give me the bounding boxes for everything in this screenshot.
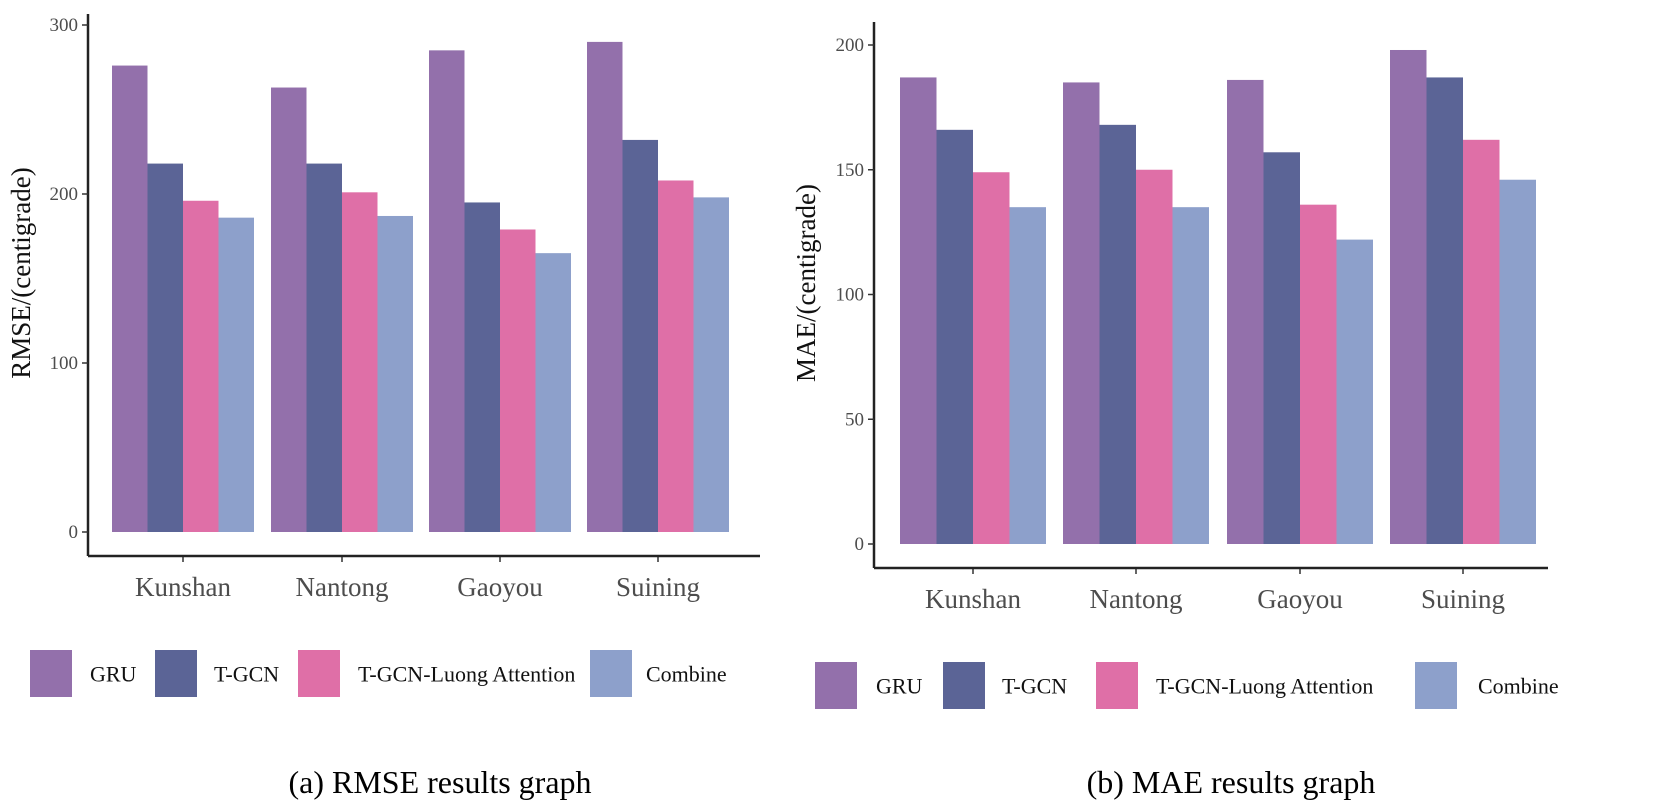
y-axis-title: RMSE/(centigrade) <box>6 167 36 378</box>
x-tick-label-kunshan: Kunshan <box>925 584 1021 614</box>
y-tick-label-300: 300 <box>50 15 79 36</box>
x-tick-label-nantong: Nantong <box>296 572 389 602</box>
x-tick-label-suining: Suining <box>1421 584 1505 614</box>
y-tick-label-0: 0 <box>69 522 79 543</box>
legend-swatch-t-gcn <box>155 650 197 697</box>
bar-nantong-combine <box>377 215 413 532</box>
bar-suining-gru <box>587 41 623 533</box>
bar-kunshan-combine <box>1009 207 1046 545</box>
bar-kunshan-combine <box>218 217 254 532</box>
legend-swatch-gru <box>815 662 857 709</box>
y-tick-label-0: 0 <box>855 534 865 555</box>
bar-kunshan-t-gcn <box>147 163 183 532</box>
legend-swatch-combine <box>590 650 632 697</box>
bar-gaoyou-t-gcn <box>464 202 500 532</box>
bar-kunshan-gru <box>112 65 148 532</box>
legend-swatch-gru <box>30 650 72 697</box>
bar-suining-t-gcn-luong-attention <box>1463 139 1500 544</box>
bar-gaoyou-t-gcn-luong-attention <box>1300 204 1337 544</box>
y-axis-title: MAE/(centigrade) <box>791 184 821 382</box>
bar-gaoyou-gru <box>429 50 465 532</box>
bar-nantong-combine <box>1172 207 1209 545</box>
caption-rmse: (a) RMSE results graph <box>288 764 591 800</box>
x-tick-label-gaoyou: Gaoyou <box>457 572 543 602</box>
bar-nantong-gru <box>1063 82 1100 545</box>
bar-suining-t-gcn <box>622 139 658 533</box>
x-tick-label-nantong: Nantong <box>1090 584 1183 614</box>
bar-nantong-t-gcn-luong-attention <box>1136 169 1173 544</box>
bar-gaoyou-combine <box>535 253 571 532</box>
y-tick-label-200: 200 <box>836 35 865 56</box>
bar-nantong-t-gcn-luong-attention <box>342 192 378 532</box>
bar-suining-t-gcn <box>1426 77 1463 544</box>
bar-suining-combine <box>1499 179 1536 545</box>
bar-gaoyou-combine <box>1336 239 1373 545</box>
legend-swatch-combine <box>1415 662 1457 709</box>
bar-nantong-gru <box>271 87 307 532</box>
bar-suining-combine <box>693 197 729 532</box>
legend-swatch-t-gcn <box>943 662 985 709</box>
bar-kunshan-t-gcn-luong-attention <box>973 172 1010 544</box>
bar-nantong-t-gcn <box>1099 124 1136 544</box>
x-tick-label-gaoyou: Gaoyou <box>1257 584 1343 614</box>
y-tick-label-200: 200 <box>50 184 79 205</box>
legend-label-t-gcn: T-GCN <box>1002 674 1067 699</box>
y-tick-label-100: 100 <box>836 285 865 306</box>
legend-swatch-t-gcn-luong-attention <box>1096 662 1138 709</box>
x-tick-label-suining: Suining <box>616 572 700 602</box>
legend-label-t-gcn-luong-attention: T-GCN-Luong Attention <box>358 662 575 687</box>
legend-label-gru: GRU <box>90 662 137 687</box>
bar-suining-t-gcn-luong-attention <box>658 180 694 533</box>
caption-mae: (b) MAE results graph <box>1087 764 1376 800</box>
y-tick-label-100: 100 <box>50 353 79 374</box>
rmse-chart: Kunshan Nantong Gaoyou Suining 0 100 200 300 RMS… <box>6 14 760 800</box>
x-tick-label-kunshan: Kunshan <box>135 572 231 602</box>
bar-suining-gru <box>1390 49 1427 545</box>
bar-kunshan-t-gcn <box>936 129 973 544</box>
y-tick-label-50: 50 <box>845 409 864 430</box>
legend-swatch-t-gcn-luong-attention <box>298 650 340 697</box>
legend-label-t-gcn-luong-attention: T-GCN-Luong Attention <box>1156 674 1373 699</box>
mae-chart: Kunshan Nantong Gaoyou Suining 0 50 100 150 200 M… <box>791 22 1559 800</box>
legend-label-gru: GRU <box>876 674 923 699</box>
bar-gaoyou-t-gcn-luong-attention <box>500 229 536 533</box>
legend-label-t-gcn: T-GCN <box>214 662 279 687</box>
y-tick-label-150: 150 <box>836 160 865 181</box>
bar-gaoyou-gru <box>1227 79 1264 545</box>
legend-label-combine: Combine <box>1478 674 1559 699</box>
bar-kunshan-t-gcn-luong-attention <box>183 200 219 532</box>
bar-gaoyou-t-gcn <box>1263 152 1300 544</box>
legend-label-combine: Combine <box>646 662 727 687</box>
bar-nantong-t-gcn <box>306 163 342 532</box>
bar-kunshan-gru <box>900 77 937 544</box>
